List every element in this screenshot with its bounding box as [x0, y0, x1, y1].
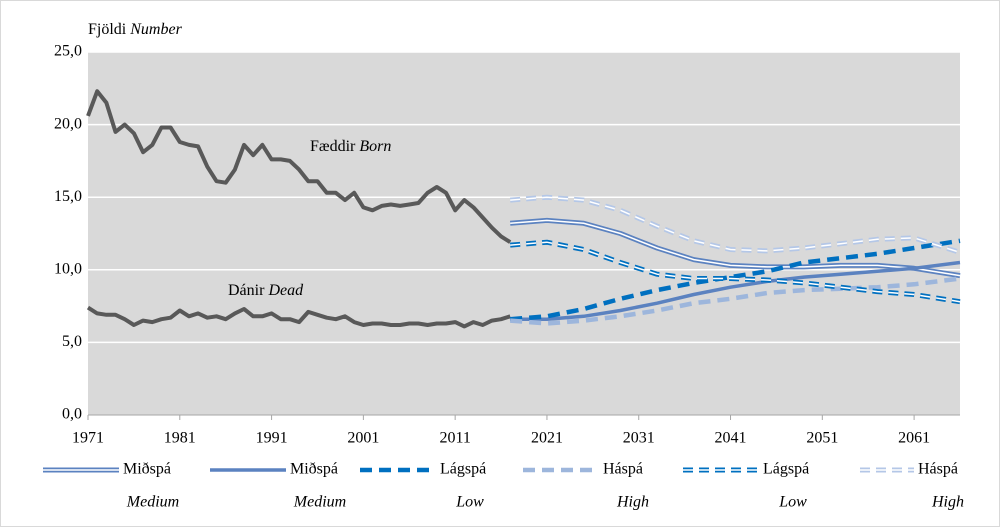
annotation-en: Born [359, 138, 391, 155]
line-series [510, 260, 961, 321]
y-axis-label: Fjöldi Number [88, 21, 183, 38]
legend-label: Miðspá [290, 461, 338, 478]
annotation-en: Dead [267, 282, 304, 299]
y-tick-label: 25,0 [54, 43, 82, 60]
legend-label-en: Medium [126, 494, 179, 511]
x-tick-label: 2011 [439, 430, 470, 447]
annotation: Dánir Dead [228, 282, 304, 299]
x-tick-label: 1991 [256, 430, 288, 447]
legend-label-en: High [616, 494, 649, 511]
y-axis-label-en: Number [129, 21, 182, 38]
legend-item: Lágspá Low [683, 461, 809, 511]
x-tick-label: 2001 [347, 430, 379, 447]
legend-label: Háspá [918, 461, 958, 478]
legend-item: Lágspá Low [360, 461, 486, 511]
legend-label-en: Low [455, 494, 484, 511]
y-tick-label: 0,0 [62, 406, 82, 423]
y-axis-label-is: Fjöldi [88, 21, 127, 38]
legend-label-en: Medium [293, 494, 346, 511]
line-series-inner [510, 241, 961, 303]
x-tick-label: 2041 [715, 430, 747, 447]
history-line [86, 305, 511, 329]
legend-label: Háspá [603, 461, 643, 478]
legend-label-en: High [931, 494, 964, 511]
history-line [86, 89, 512, 244]
legend-label-en: Low [778, 494, 807, 511]
legend-label: Miðspá [123, 461, 171, 478]
legend-item: Háspá High [523, 461, 649, 511]
legend-item: Miðspá Medium [210, 461, 346, 511]
annotation-is: Fæddir [310, 138, 356, 155]
y-tick-label: 5,0 [62, 333, 82, 350]
y-tick-label: 15,0 [54, 188, 82, 205]
legend-label: Lágspá [763, 461, 809, 478]
annotation-is: Dánir [228, 282, 265, 299]
line-series [510, 276, 961, 326]
line-series-inner [510, 219, 961, 277]
legend-item: Háspá High [860, 461, 964, 511]
annotation: Fæddir Born [310, 138, 391, 155]
plot-area [88, 52, 960, 415]
x-tick-label: 2031 [623, 430, 655, 447]
x-tick-label: 2061 [898, 430, 930, 447]
y-tick-label: 10,0 [54, 260, 82, 277]
x-tick-label: 2021 [531, 430, 563, 447]
x-tick-label: 1971 [72, 430, 104, 447]
legend-item: Miðspá Medium [43, 461, 179, 511]
y-tick-label: 20,0 [54, 115, 82, 132]
legend-label: Lágspá [440, 461, 486, 478]
x-tick-label: 2051 [806, 430, 838, 447]
x-tick-label: 1981 [164, 430, 196, 447]
line-series-inner [510, 196, 961, 254]
